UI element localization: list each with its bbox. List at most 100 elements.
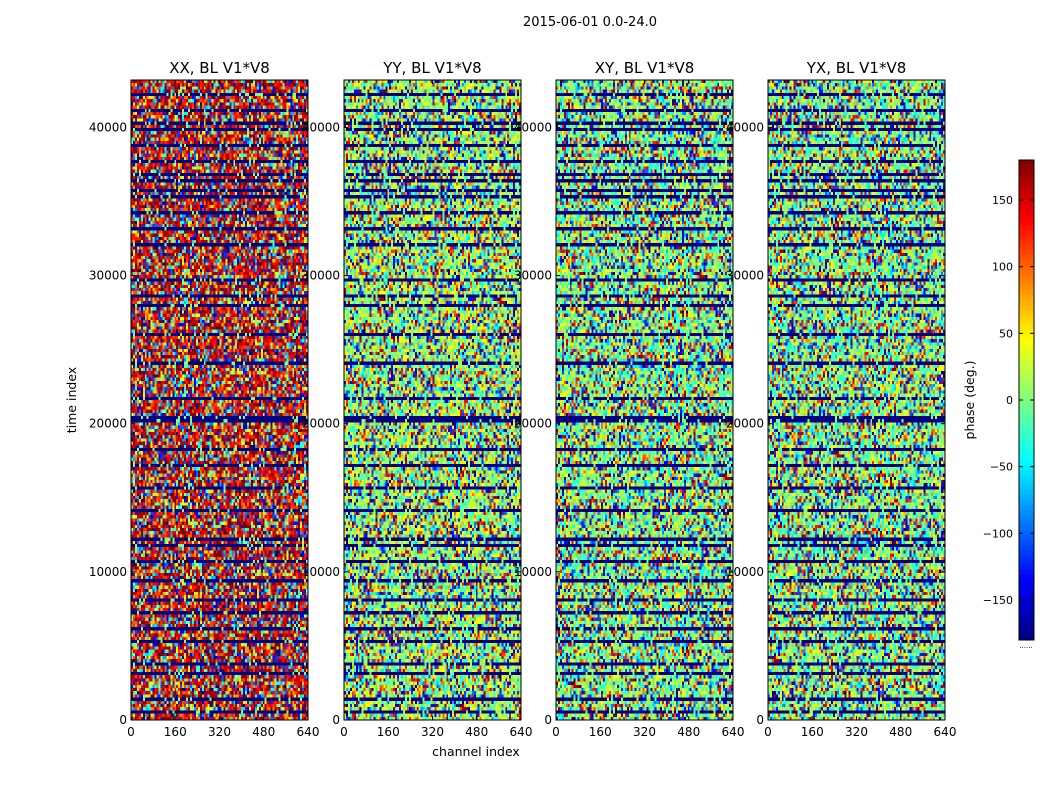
- heatmap-cell: [216, 90, 218, 94]
- heatmap-cell: [137, 90, 139, 94]
- heatmap-cell: [255, 83, 257, 87]
- heatmap-cell: [186, 86, 188, 90]
- heatmap-cell: [273, 83, 275, 87]
- heatmap-cell: [202, 90, 204, 94]
- heatmap-cell: [221, 86, 223, 90]
- heatmap-cell: [214, 90, 216, 94]
- heatmap-cell: [176, 90, 178, 94]
- heatmap-cell: [296, 80, 298, 84]
- heatmap-cell: [241, 80, 243, 84]
- heatmap-cell: [235, 90, 237, 94]
- heatmap-cell: [137, 93, 139, 97]
- heatmap-cell: [159, 90, 161, 94]
- heatmap-cell: [147, 90, 149, 94]
- heatmap-cell: [233, 83, 235, 87]
- heatmap-cell: [214, 83, 216, 87]
- heatmap-cell: [186, 93, 188, 97]
- heatmap-cell: [180, 93, 182, 97]
- heatmap-cell: [229, 90, 231, 94]
- heatmap-cell: [225, 83, 227, 87]
- heatmap-cell: [178, 80, 180, 84]
- heatmap-cell: [149, 93, 151, 97]
- heatmap-cell: [249, 80, 251, 84]
- heatmap-cell: [141, 90, 143, 94]
- heatmap-cell: [159, 86, 161, 90]
- heatmap-cell: [296, 83, 298, 87]
- heatmap-cell: [255, 90, 257, 94]
- heatmap-cell: [267, 93, 269, 97]
- heatmap-cell: [135, 83, 137, 87]
- heatmap-cell: [210, 83, 212, 87]
- heatmap-cell: [273, 90, 275, 94]
- heatmap-cell: [275, 90, 277, 94]
- heatmap-cell: [196, 83, 198, 87]
- heatmap-cell: [271, 86, 273, 90]
- heatmap-cell: [190, 86, 192, 90]
- heatmap-cell: [237, 80, 239, 84]
- figure-suptitle: 2015-06-01 0.0-24.0: [523, 15, 657, 30]
- heatmap-cell: [263, 93, 265, 97]
- heatmap-cell: [251, 93, 253, 97]
- heatmap-cell: [198, 86, 200, 90]
- heatmap-cell: [164, 90, 166, 94]
- heatmap-cell: [155, 93, 157, 97]
- heatmap-cell: [290, 86, 292, 90]
- heatmap-cell: [294, 83, 296, 87]
- heatmap-cell: [249, 93, 251, 97]
- heatmap-cell: [182, 90, 184, 94]
- heatmap-cell: [164, 80, 166, 84]
- heatmap-cell: [204, 86, 206, 90]
- heatmap-cell: [168, 83, 170, 87]
- heatmap-cell: [159, 83, 161, 87]
- heatmap-cell: [259, 86, 261, 90]
- heatmap-cell: [155, 86, 157, 90]
- heatmap-cell: [298, 86, 300, 90]
- heatmap-cell: [241, 93, 243, 97]
- heatmap-cell: [188, 86, 190, 90]
- heatmap-cell: [172, 90, 174, 94]
- heatmap-cell: [172, 86, 174, 90]
- heatmap-cell: [153, 86, 155, 90]
- heatmap-cell: [237, 83, 239, 87]
- heatmap-cell: [145, 83, 147, 87]
- heatmap-cell: [225, 93, 227, 97]
- heatmap-cell: [212, 80, 214, 84]
- heatmap-cell: [182, 83, 184, 87]
- heatmap-cell: [162, 90, 164, 94]
- heatmap-cell: [245, 90, 247, 94]
- heatmap-cell: [153, 93, 155, 97]
- heatmap-cell: [273, 93, 275, 97]
- heatmap-cell: [269, 83, 271, 87]
- heatmap-cell: [206, 90, 208, 94]
- heatmap-cell: [184, 90, 186, 94]
- heatmap-cell: [284, 80, 286, 84]
- heatmap-cell: [218, 86, 220, 90]
- heatmap-cell: [143, 86, 145, 90]
- heatmap-cell: [267, 83, 269, 87]
- heatmap-cell: [261, 90, 263, 94]
- heatmap-cell: [237, 86, 239, 90]
- heatmap-cell: [218, 90, 220, 94]
- heatmap-cell: [170, 83, 172, 87]
- heatmap-cell: [212, 86, 214, 90]
- heatmap-cell: [296, 90, 298, 94]
- heatmap-cell: [176, 80, 178, 84]
- heatmap-cell: [153, 83, 155, 87]
- heatmap-cell: [296, 86, 298, 90]
- heatmap-cell: [243, 86, 245, 90]
- heatmap-cell: [284, 93, 286, 97]
- heatmap-cell: [233, 86, 235, 90]
- heatmap-cell: [139, 93, 141, 97]
- heatmap-cell: [221, 93, 223, 97]
- heatmap-cell: [286, 93, 288, 97]
- heatmap-cell: [231, 80, 233, 84]
- heatmap-cell: [188, 93, 190, 97]
- heatmap-cell: [300, 80, 302, 84]
- heatmap-cell: [294, 90, 296, 94]
- heatmap-cell: [186, 83, 188, 87]
- heatmap-cell: [229, 83, 231, 87]
- heatmap-cell: [231, 86, 233, 90]
- heatmap-cell: [216, 80, 218, 84]
- heatmap-cell: [290, 93, 292, 97]
- heatmap-cell: [288, 86, 290, 90]
